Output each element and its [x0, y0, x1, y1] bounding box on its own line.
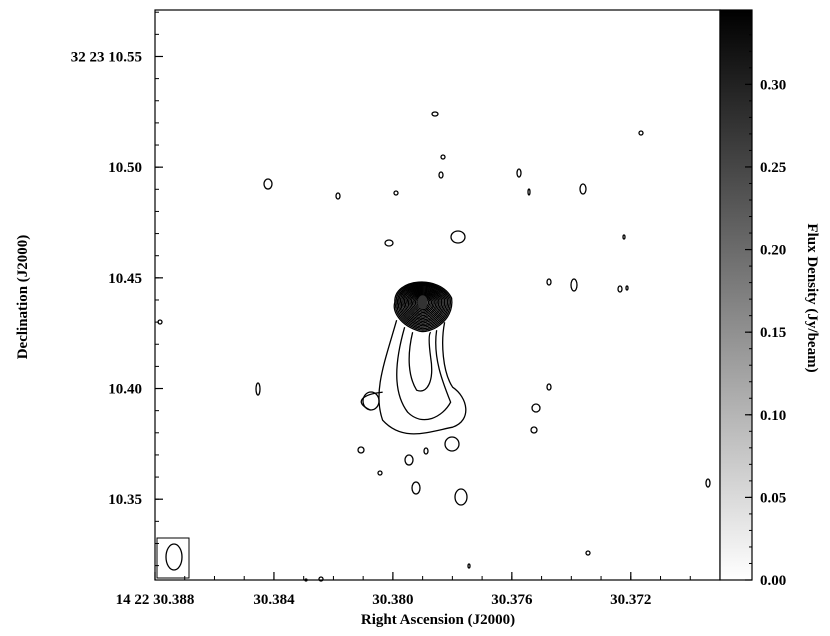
contour-level [407, 291, 438, 318]
noise-contour [318, 576, 324, 582]
beam-ellipse [165, 543, 183, 571]
x-tick-label: 14 22 30.388 [116, 592, 195, 608]
contour-level [404, 289, 441, 321]
y-axis: 32 23 10.55 10.50 10.45 10.40 10.35 [71, 11, 163, 567]
noise-contour [530, 426, 538, 434]
contour-level [409, 292, 437, 317]
contour-level [395, 282, 451, 331]
noise-contour [625, 285, 629, 291]
noise-contour [527, 188, 531, 196]
x-tick-label: 30.384 [253, 592, 295, 608]
contour-level [402, 287, 444, 324]
contour-tail [378, 320, 467, 435]
x-tick-label: 30.372 [610, 592, 651, 608]
colorbar-tick-label: 0.20 [760, 243, 786, 259]
noise-contour [531, 403, 541, 413]
y-tick-label: 10.50 [108, 160, 142, 176]
noise-contour [393, 190, 399, 196]
noise-contour [335, 192, 341, 200]
contour-tail [396, 327, 452, 421]
x-tick-label: 30.380 [372, 592, 413, 608]
contour-level [410, 293, 435, 315]
colorbar-tick-label: 0.10 [760, 408, 786, 424]
contour-level [411, 294, 434, 314]
contour-layer [157, 111, 711, 582]
x-tick-label: 30.376 [491, 592, 533, 608]
contour-level [406, 290, 440, 320]
noise-contour [255, 382, 261, 396]
noise-contour [304, 578, 308, 582]
contour-level [403, 288, 443, 322]
colorbar-tick-label: 0.05 [760, 490, 786, 506]
noise-contour [617, 285, 623, 293]
noise-contour [454, 488, 468, 506]
noise-contour [450, 230, 466, 244]
beam-box [156, 537, 190, 579]
noise-contour [579, 183, 587, 195]
contour-level [399, 285, 447, 327]
colorbar-tick-label: 0.25 [760, 160, 786, 176]
colorbar-tick-label: 0.30 [760, 77, 786, 93]
noise-contour [622, 234, 626, 240]
contour-tail [408, 331, 433, 392]
noise-contour [357, 446, 365, 454]
y-tick-label: 32 23 10.55 [71, 49, 142, 65]
contour-level [396, 283, 450, 330]
contour-level [397, 284, 448, 328]
noise-contour [423, 447, 429, 455]
colorbar-tick-label: 0.00 [760, 573, 786, 589]
y-tick-label: 10.40 [108, 382, 142, 398]
noise-contour [263, 178, 273, 190]
noise-contour [546, 383, 552, 391]
y-axis-title: Declination (J2000) [15, 235, 31, 360]
colorbar-title: Flux Density (Jy/beam) [804, 223, 820, 372]
noise-contour [638, 130, 644, 136]
colorbar-tick-label: 0.15 [760, 325, 786, 341]
x-axis-title: Right Ascension (J2000) [361, 612, 515, 628]
noise-contour [570, 278, 578, 292]
y-tick-label: 10.45 [108, 271, 142, 287]
noise-contour [585, 550, 591, 556]
noise-contour [431, 111, 439, 117]
colorbar-axis: 0.00 0.05 0.10 0.15 0.20 0.25 0.30 [745, 34, 786, 589]
noise-contour [377, 470, 383, 476]
noise-contour [411, 481, 421, 495]
noise-contour [362, 391, 380, 411]
x-axis: 14 22 30.388 30.384 30.380 30.376 30.372 [116, 572, 721, 608]
noise-contour [467, 563, 471, 569]
contour-level [393, 281, 453, 333]
noise-contour [404, 454, 414, 466]
noise-contour [440, 154, 446, 160]
noise-contour [546, 278, 552, 286]
noise-contour [438, 171, 444, 179]
peak-core [417, 295, 428, 310]
peak-intensity [417, 295, 428, 310]
colorbar [719, 9, 753, 581]
noise-contour [384, 239, 394, 247]
noise-contour [705, 478, 711, 488]
y-tick-label: 10.35 [108, 492, 142, 508]
beam-indicator [156, 537, 190, 579]
contour-level [400, 286, 446, 325]
noise-contour [444, 436, 460, 452]
noise-contour [516, 168, 522, 178]
